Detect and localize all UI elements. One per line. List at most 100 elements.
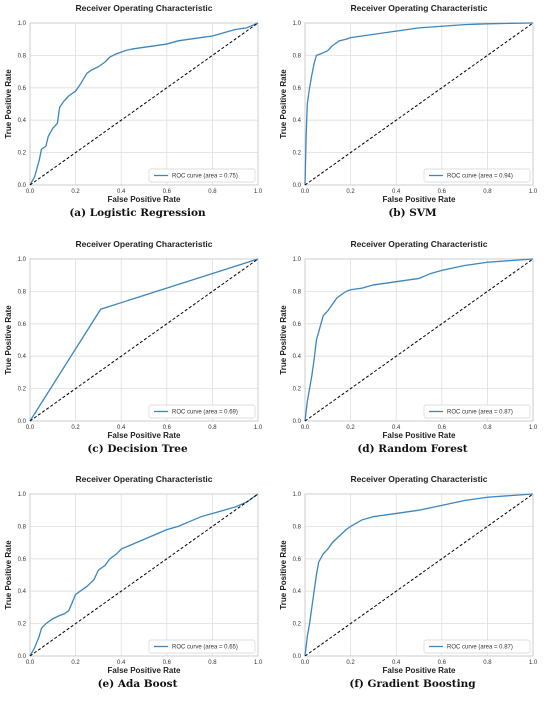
- x-tick-label: 0.6: [438, 189, 447, 195]
- x-tick-label: 0.6: [438, 660, 447, 666]
- y-tick-label: 0.2: [18, 151, 27, 157]
- y-tick-label: 1.0: [18, 21, 27, 27]
- x-tick-label: 0.4: [392, 425, 401, 431]
- x-tick-label: 0.4: [117, 425, 126, 431]
- x-tick-label: 0.2: [346, 425, 355, 431]
- legend-label: ROC curve (area = 0.94): [447, 174, 513, 180]
- roc-chart: 0.0 0.2 0.4 0.6 0.8 1.0 0.0 0.2 0.4 0.6 0.8 1.0 Rece…: [4, 3, 263, 204]
- y-tick-label: 0.8: [18, 289, 27, 295]
- y-tick-label: 0.0: [293, 183, 302, 189]
- roc-chart: 0.0 0.2 0.4 0.6 0.8 1.0 0.0 0.2 0.4 0.6 0.8 1.0 Rece…: [279, 3, 538, 204]
- roc-panel: 0.0 0.2 0.4 0.6 0.8 1.0 0.0 0.2 0.4 0.6 0.8 1.0 Rece…: [0, 236, 275, 469]
- panel-caption-label: (a) Logistic Regression: [69, 207, 206, 219]
- legend: ROC curve (area = 0.87): [423, 404, 531, 419]
- x-tick-label: 1.0: [529, 189, 538, 195]
- x-tick-label: 0.8: [208, 189, 217, 195]
- chance-diagonal-line: [29, 493, 259, 657]
- x-tick-label: 0.4: [392, 189, 401, 195]
- y-tick-label: 1.0: [293, 21, 302, 27]
- legend: ROC curve (area = 0.94): [423, 168, 531, 183]
- roc-chart: 0.0 0.2 0.4 0.6 0.8 1.0 0.0 0.2 0.4 0.6 0.8 1.0 Rece…: [279, 474, 538, 675]
- x-tick-label: 0.2: [71, 189, 80, 195]
- panel-caption: (a) Logistic Regression: [0, 207, 275, 219]
- legend-box: [148, 639, 256, 654]
- y-axis-label: True Positive Rate: [4, 305, 13, 375]
- y-tick-label: 0.2: [18, 387, 27, 393]
- roc-curve-line: [29, 258, 259, 422]
- y-tick-label: 0.6: [18, 322, 27, 328]
- panel-caption-label: (f) Gradient Boosting: [349, 678, 476, 690]
- y-tick-label: 0.4: [293, 354, 302, 360]
- chance-diagonal-line: [29, 22, 259, 186]
- x-tick-label: 0.8: [483, 189, 492, 195]
- x-axis-label: False Positive Rate: [383, 431, 456, 440]
- x-tick-label: 0.6: [163, 189, 172, 195]
- panel-caption-label: (e) Ada Boost: [97, 678, 178, 690]
- y-tick-label: 0.0: [18, 183, 27, 189]
- x-tick-label: 0.8: [208, 425, 217, 431]
- y-axis-label: True Positive Rate: [279, 69, 288, 139]
- legend-box: [423, 168, 531, 183]
- y-tick-label: 0.6: [293, 557, 302, 563]
- y-tick-label: 0.8: [18, 53, 27, 59]
- panel-caption: (f) Gradient Boosting: [275, 678, 550, 690]
- y-tick-label: 0.0: [293, 419, 302, 425]
- legend: ROC curve (area = 0.69): [148, 404, 256, 419]
- x-tick-label: 0.0: [26, 660, 35, 666]
- x-tick-label: 1.0: [254, 189, 263, 195]
- y-tick-label: 0.6: [18, 557, 27, 563]
- x-tick-label: 0.8: [483, 660, 492, 666]
- x-tick-label: 0.6: [438, 425, 447, 431]
- plot-frame: [304, 258, 534, 422]
- x-axis-label: False Positive Rate: [108, 195, 181, 204]
- panel-caption-label: (d) Random Forest: [357, 443, 468, 455]
- roc-panel: 0.0 0.2 0.4 0.6 0.8 1.0 0.0 0.2 0.4 0.6 0.8 1.0 Rece…: [0, 471, 275, 704]
- y-tick-label: 0.6: [293, 86, 302, 92]
- x-tick-label: 0.4: [117, 189, 126, 195]
- chance-diagonal-line: [304, 22, 534, 186]
- y-tick-label: 0.8: [293, 53, 302, 59]
- legend-box: [148, 168, 256, 183]
- x-axis-label: False Positive Rate: [108, 431, 181, 440]
- panel-caption-label: (c) Decision Tree: [87, 443, 188, 455]
- panel-caption-label: (b) SVM: [388, 207, 437, 219]
- y-tick-label: 0.0: [293, 654, 302, 660]
- y-tick-label: 0.2: [293, 151, 302, 157]
- y-tick-label: 0.4: [18, 118, 27, 124]
- y-tick-label: 1.0: [18, 257, 27, 263]
- x-tick-label: 0.2: [346, 189, 355, 195]
- y-tick-label: 0.6: [293, 322, 302, 328]
- legend-label: ROC curve (area = 0.87): [447, 645, 513, 651]
- y-tick-label: 1.0: [18, 492, 27, 498]
- y-tick-label: 0.0: [18, 419, 27, 425]
- roc-panel: 0.0 0.2 0.4 0.6 0.8 1.0 0.0 0.2 0.4 0.6 0.8 1.0 Rece…: [275, 0, 550, 233]
- y-tick-label: 1.0: [293, 257, 302, 263]
- y-tick-label: 0.8: [293, 524, 302, 530]
- panel-caption: (d) Random Forest: [275, 443, 550, 455]
- y-tick-label: 0.2: [18, 622, 27, 628]
- legend: ROC curve (area = 0.75): [148, 168, 256, 183]
- chance-diagonal-line: [304, 493, 534, 657]
- x-axis-label: False Positive Rate: [383, 666, 456, 675]
- y-tick-label: 0.0: [18, 654, 27, 660]
- x-tick-label: 0.6: [163, 660, 172, 666]
- legend-box: [423, 404, 531, 419]
- roc-chart: 0.0 0.2 0.4 0.6 0.8 1.0 0.0 0.2 0.4 0.6 0.8 1.0 Rece…: [4, 239, 263, 440]
- chart-title: Receiver Operating Characteristic: [350, 474, 487, 484]
- y-tick-label: 0.6: [18, 86, 27, 92]
- panel-caption: (b) SVM: [275, 207, 550, 219]
- roc-curve-line: [304, 258, 534, 422]
- chart-title: Receiver Operating Characteristic: [350, 239, 487, 249]
- roc-curve-line: [29, 22, 259, 186]
- y-tick-label: 0.4: [293, 118, 302, 124]
- y-tick-label: 0.2: [293, 387, 302, 393]
- legend-label: ROC curve (area = 0.87): [447, 410, 513, 416]
- x-tick-label: 1.0: [254, 660, 263, 666]
- legend-box: [148, 404, 256, 419]
- panel-caption: (e) Ada Boost: [0, 678, 275, 690]
- y-tick-label: 0.2: [293, 622, 302, 628]
- y-tick-label: 0.4: [293, 589, 302, 595]
- plot-frame: [29, 258, 259, 422]
- x-tick-label: 0.0: [301, 425, 310, 431]
